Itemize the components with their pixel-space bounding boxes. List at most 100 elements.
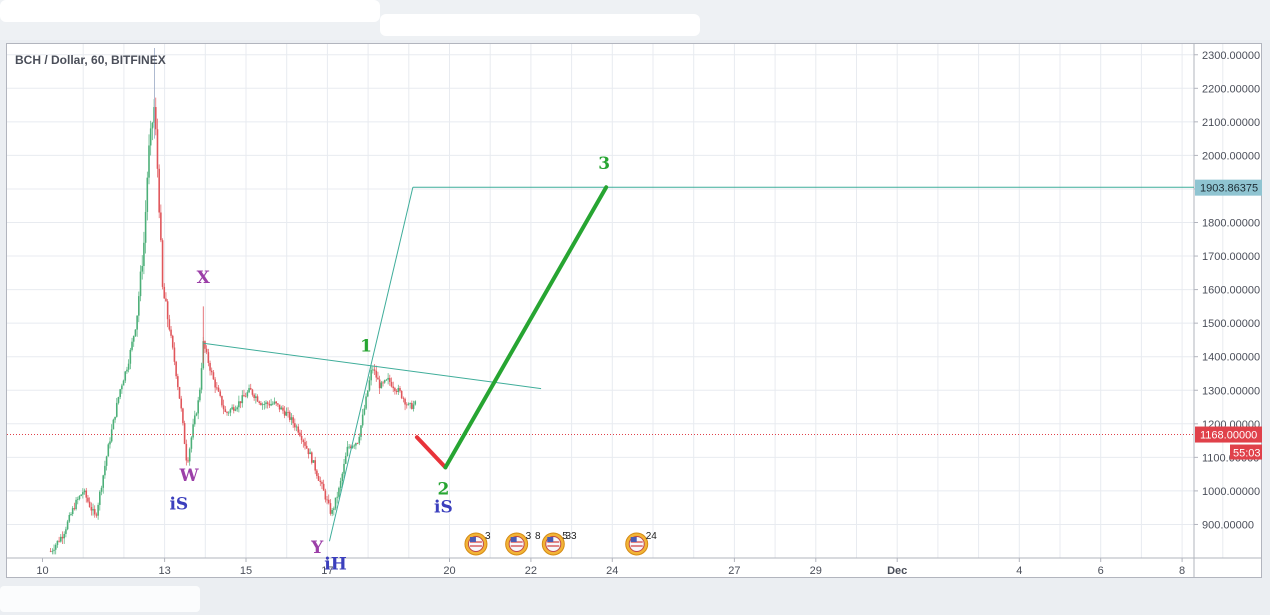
candle-body	[158, 168, 160, 213]
x-tick-label: 10	[36, 565, 48, 577]
candle-body	[290, 417, 293, 420]
wave-label: iS	[169, 494, 188, 514]
event-count: 3	[485, 531, 491, 542]
status-placeholder	[0, 586, 200, 612]
candle-body	[212, 372, 215, 380]
y-tick-label: 1800.00000	[1202, 218, 1260, 230]
candle-body	[370, 370, 372, 381]
flag-canton	[510, 537, 517, 542]
candle-body	[377, 377, 379, 380]
candle-body	[80, 494, 82, 496]
wave-label: 1	[360, 337, 372, 357]
candle-body	[253, 394, 255, 398]
channel-line[interactable]	[328, 187, 414, 542]
candle-body	[312, 460, 315, 463]
event-count: 24	[646, 531, 658, 542]
candle-body	[76, 499, 79, 500]
candle-body	[207, 352, 210, 363]
candle-body	[411, 402, 413, 409]
candle-body	[100, 487, 103, 492]
candle-body	[183, 423, 186, 444]
candle-body	[168, 319, 171, 330]
candle-body	[299, 432, 301, 436]
candle-body	[334, 497, 337, 509]
candle-body	[224, 409, 227, 412]
x-tick-label: 22	[525, 565, 537, 577]
candle-body	[375, 370, 378, 378]
candle-body	[322, 483, 325, 491]
candle-body	[321, 482, 323, 484]
candle-body	[139, 271, 142, 297]
candle-body	[143, 242, 145, 266]
candle-body	[66, 521, 69, 530]
candle-body	[132, 335, 135, 342]
event-count: 33	[565, 531, 577, 542]
candle-body	[188, 448, 191, 462]
candle-body	[360, 425, 362, 437]
candle-body	[51, 550, 54, 552]
candle-body	[407, 403, 410, 405]
candle-body	[238, 401, 240, 408]
candle-body	[190, 437, 193, 449]
x-tick-label: 29	[810, 565, 822, 577]
chart-frame[interactable]	[6, 43, 1262, 578]
countdown-badge: 55:03	[1233, 448, 1261, 460]
candle-body	[372, 369, 374, 371]
candle-body	[144, 211, 147, 243]
candle-body	[114, 416, 116, 420]
y-tick-label: 2200.00000	[1202, 83, 1260, 95]
candle-body	[200, 368, 203, 390]
candle-body	[263, 403, 266, 405]
wave-label: iH	[324, 555, 347, 575]
candle-body	[151, 122, 154, 129]
candle-body	[93, 509, 96, 515]
candle-body	[161, 240, 164, 287]
x-tick-label: 13	[158, 565, 170, 577]
candle-body	[73, 508, 76, 510]
candle-body	[266, 402, 269, 404]
candle-body	[389, 377, 391, 382]
candle-body	[346, 446, 349, 456]
candle-body	[277, 403, 279, 405]
candle-body	[170, 329, 172, 336]
candle-body	[260, 402, 262, 406]
candle-body	[336, 496, 339, 498]
candle-body	[173, 347, 176, 362]
candle-body	[136, 315, 138, 330]
candle-body	[387, 377, 389, 380]
candles	[49, 97, 417, 555]
projection-line[interactable]	[443, 185, 609, 470]
wave-label: W	[178, 466, 199, 486]
candle-body	[187, 460, 189, 462]
y-tick-label: 1400.00000	[1202, 352, 1260, 364]
candle-body	[324, 490, 327, 500]
candle-body	[258, 401, 261, 403]
candle-body	[149, 128, 152, 146]
candle-body	[251, 389, 254, 395]
candle-body	[363, 408, 366, 415]
projection-line[interactable]	[414, 435, 448, 470]
y-tick-label: 2100.00000	[1202, 117, 1260, 129]
candle-body	[175, 361, 177, 377]
candle-body	[68, 514, 71, 522]
candle-body	[180, 398, 183, 409]
candle-body	[75, 499, 77, 510]
y-tick-label: 1000.00000	[1202, 486, 1260, 498]
candle-body	[361, 414, 364, 426]
flag-canton	[469, 537, 476, 542]
candle-body	[405, 404, 408, 406]
trendline[interactable]	[203, 342, 542, 390]
candle-body	[288, 412, 291, 420]
candle-body	[404, 398, 406, 405]
candle-body	[219, 391, 222, 396]
candle-body	[163, 286, 166, 299]
current-price-badge: 1168.00000	[1200, 430, 1257, 442]
candle-body	[394, 388, 396, 391]
candle-body	[355, 443, 357, 446]
wave-label: Y	[310, 538, 324, 558]
candle-body	[270, 403, 272, 406]
candle-body	[192, 424, 194, 438]
candle-body	[297, 426, 300, 433]
candle-body	[105, 456, 108, 466]
